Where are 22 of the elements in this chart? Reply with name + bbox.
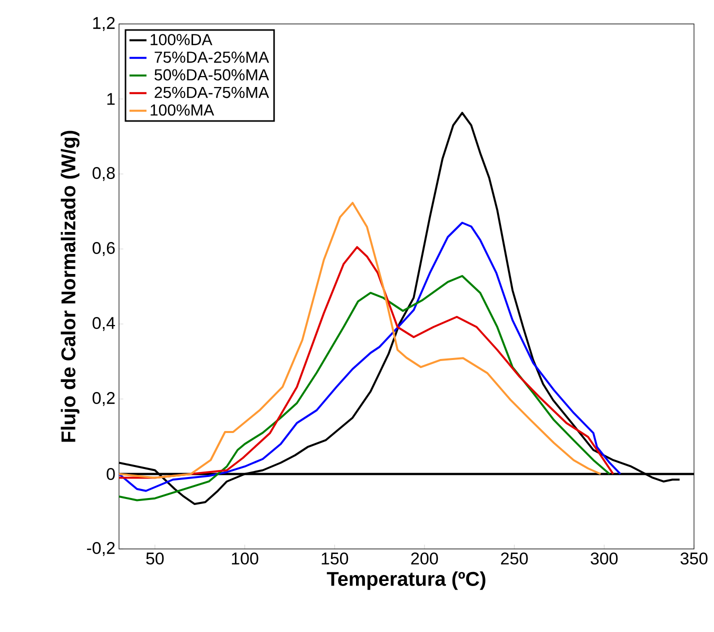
x-tick-label: 350 [680,552,708,564]
legend-label: 25%DA-75%MA [154,86,270,98]
y-tick-label: 0,2 [92,392,115,406]
y-tick-label: -0,2 [87,542,115,556]
legend-label: 100%MA [150,104,214,116]
y-tick-label: 0,4 [92,316,115,331]
legend-label: 50%DA-50%MA [154,69,270,80]
y-tick-label: 0,6 [92,242,115,256]
x-tick-label: 100 [232,552,258,564]
x-tick-label: 300 [590,552,618,564]
x-tick-label: 250 [501,552,528,564]
legend-label: 75%DA-25%MA [154,52,270,63]
x-axis-title: Temperatura (ºC) [326,571,486,590]
y-axis-title: Flujo de Calor Normalizado (W/g) [60,130,80,442]
x-tick-label: 150 [322,552,348,564]
y-tick-label: 0 [106,468,115,480]
x-tick-label: 200 [411,552,438,564]
x-tick-label: 50 [146,552,164,564]
y-tick-label: 1 [107,93,115,105]
legend-label: 100%DA [150,34,212,46]
y-tick-label: 0,8 [92,166,115,181]
y-tick-label: 1,2 [93,16,115,31]
